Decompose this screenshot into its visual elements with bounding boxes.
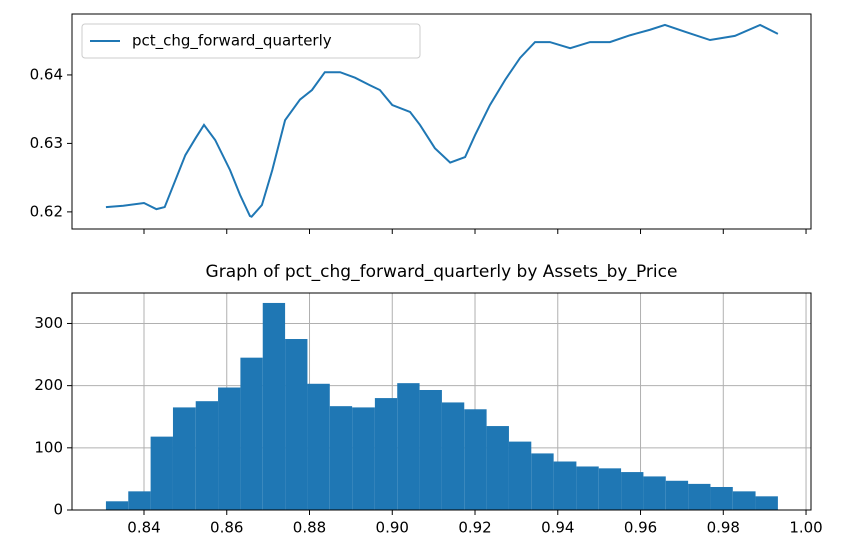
x-tick-label: 0.84 [127, 519, 160, 537]
y-tick-label: 0.63 [30, 134, 63, 152]
histogram-bar [553, 461, 577, 510]
x-tick-label: 0.92 [458, 519, 491, 537]
histogram-bar [195, 401, 219, 510]
histogram-bar [732, 491, 756, 510]
plot-frame [71, 292, 812, 511]
histogram-bar [105, 501, 129, 510]
histogram-bar [710, 486, 733, 510]
histogram-bar [665, 480, 689, 510]
x-tick-label: 0.86 [210, 519, 243, 537]
y-tick-label: 200 [34, 376, 63, 394]
y-tick-label: 0.62 [30, 202, 63, 220]
histogram-bar [688, 483, 711, 510]
histogram-bar [486, 426, 509, 510]
y-tick-label: 0.64 [30, 65, 63, 83]
histogram-bar [240, 357, 263, 510]
histogram-bar [128, 491, 151, 510]
legend-label: pct_chg_forward_quarterly [132, 32, 332, 51]
line-series [105, 23, 779, 218]
histogram-bar [352, 407, 375, 510]
histogram-bar [508, 441, 532, 510]
histogram-bar [643, 476, 666, 510]
histogram-bar [397, 383, 420, 510]
y-tick-label: 100 [34, 438, 63, 456]
plot-frame [71, 13, 812, 230]
histogram-bar [329, 406, 353, 510]
x-tick-label: 0.88 [293, 519, 326, 537]
chart-title: Graph of pct_chg_forward_quarterly by As… [206, 262, 678, 282]
x-tick-label: 0.96 [624, 519, 657, 537]
x-tick-label: 0.98 [707, 519, 740, 537]
y-tick-label: 0 [53, 501, 63, 519]
histogram-bar [598, 468, 622, 510]
histogram-bar [755, 496, 778, 510]
histogram-bar [464, 409, 487, 510]
histogram-bar [285, 339, 308, 510]
legend-box [81, 23, 421, 59]
histogram-bar [307, 383, 330, 510]
histogram-bar [218, 387, 241, 510]
histogram-bar [576, 466, 599, 510]
histogram-bar [172, 407, 196, 510]
histogram-bar [441, 402, 465, 510]
x-tick-label: 0.90 [376, 519, 409, 537]
histogram-bar [531, 453, 554, 510]
x-tick-label: 0.94 [541, 519, 574, 537]
histogram-bar [419, 389, 442, 510]
histogram-bar [621, 472, 644, 510]
x-tick-label: 1.00 [789, 519, 822, 537]
histogram-bar [374, 398, 398, 510]
histogram-bar [262, 302, 286, 510]
y-tick-label: 300 [34, 314, 63, 332]
histogram-bar [150, 436, 173, 510]
